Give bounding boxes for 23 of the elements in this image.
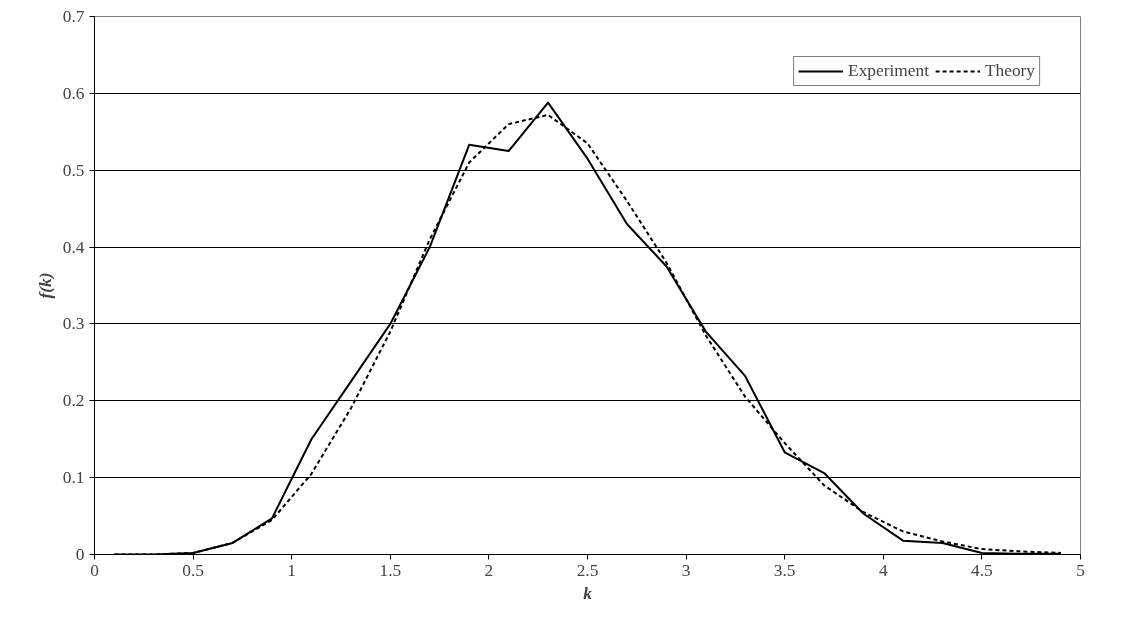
y-tick-label: 0.5: [62, 160, 85, 180]
x-axis-title: k: [583, 583, 593, 603]
y-tick-label: 0.3: [62, 314, 85, 334]
x-tick-label: 2: [484, 560, 494, 580]
y-axis-title: f(k): [35, 272, 55, 299]
x-tick-label: 1: [287, 560, 297, 580]
legend-label: Theory: [984, 61, 1035, 81]
x-tick-label: 0.5: [182, 560, 204, 580]
y-tick-label: 0.2: [62, 391, 85, 411]
y-tick-label: 0.4: [62, 237, 85, 257]
y-tick-label: 0.7: [62, 7, 85, 26]
x-tick-label: 5: [1076, 560, 1085, 580]
x-tick-label: 2.5: [576, 560, 599, 580]
x-tick-label: 0: [90, 560, 99, 580]
y-tick-label: 0.6: [62, 83, 85, 103]
x-tick-label: 4.5: [971, 560, 993, 580]
y-tick-label: 0.1: [62, 468, 85, 488]
x-tick-label: 1.5: [379, 560, 402, 580]
legend-label: Experiment: [848, 61, 929, 81]
y-tick-label: 0: [75, 545, 85, 564]
x-tick-label: 3: [681, 560, 691, 580]
x-tick-label: 4: [878, 560, 888, 580]
x-tick-label: 3.5: [773, 560, 796, 580]
